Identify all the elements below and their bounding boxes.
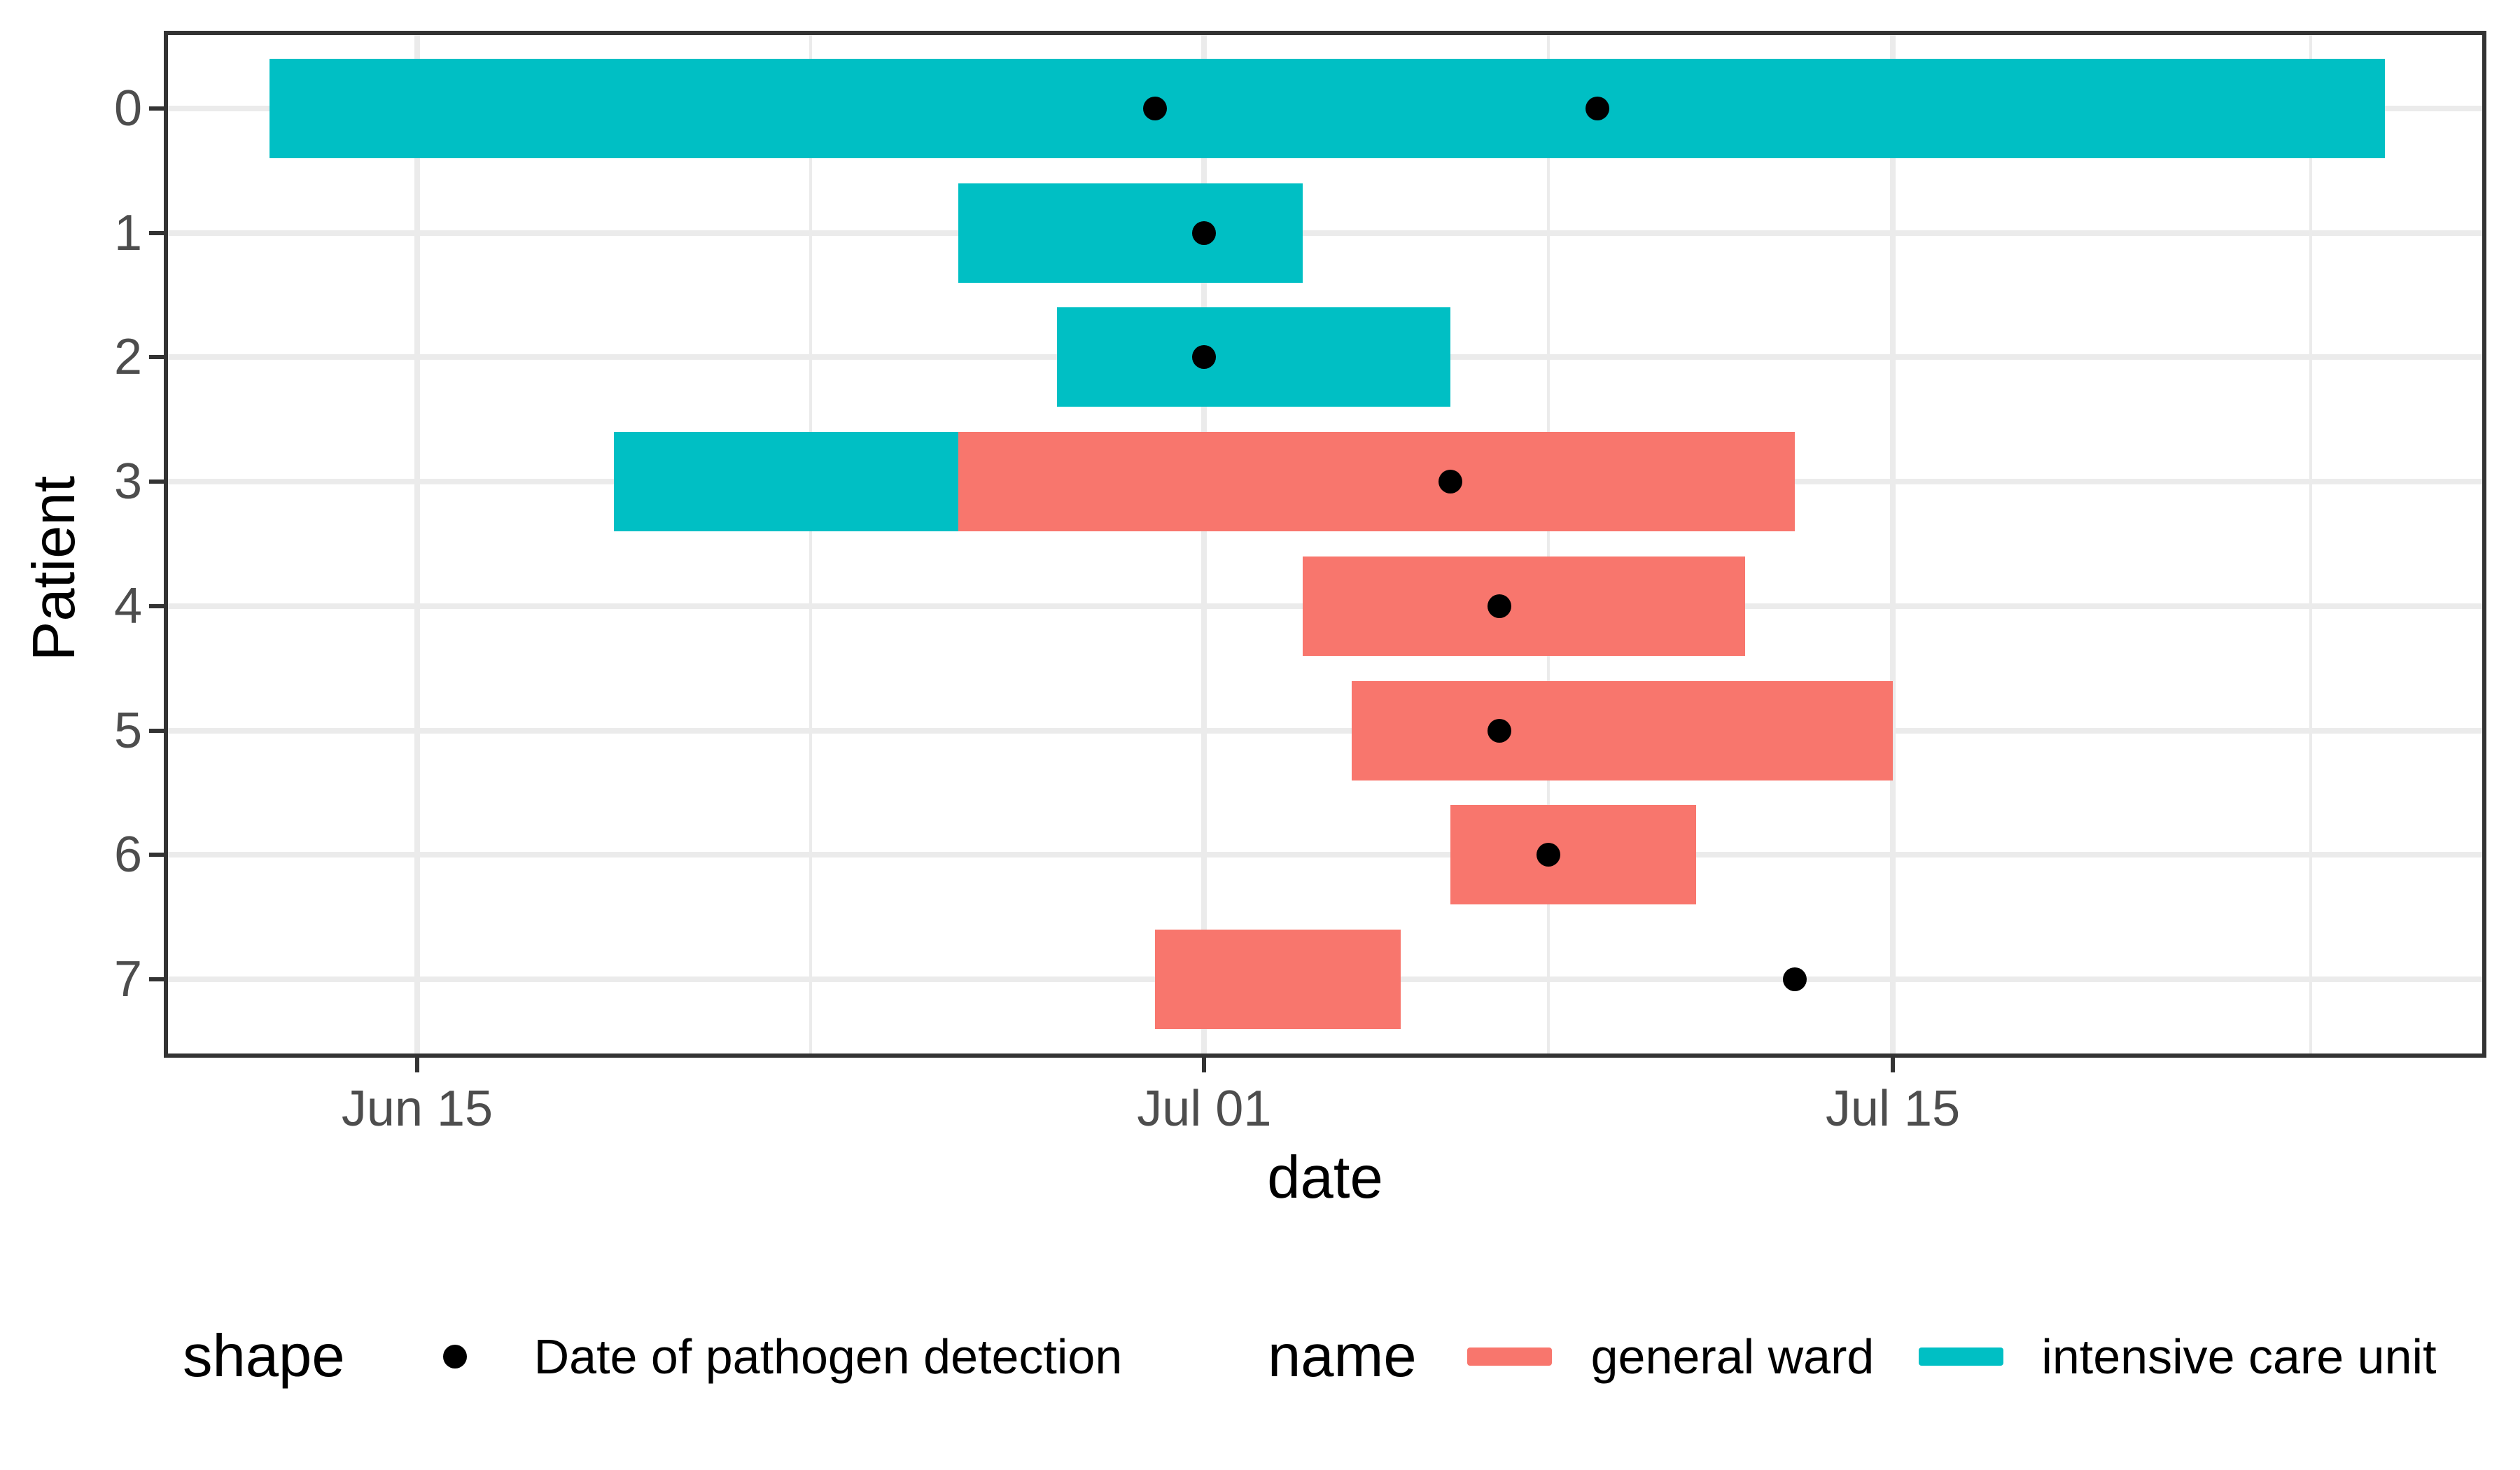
y-tick-label: 0 (113, 80, 142, 136)
y-gridline-5 (166, 727, 2484, 734)
bar-segment-patient-7-general-ward (1155, 929, 1401, 1029)
bar-segment-patient-3-intensive-care-unit (614, 432, 958, 532)
x-tick-mark (1202, 1056, 1207, 1072)
detection-point-legend-icon (442, 1345, 467, 1368)
bar-segment-patient-3-general-ward (958, 432, 1795, 532)
detection-point-patient-2 (1192, 345, 1217, 370)
legend-item-general-ward: general ward (1590, 1329, 1875, 1384)
x-tick-mark (1891, 1056, 1896, 1072)
y-tick-mark (149, 603, 166, 608)
bar-segment-patient-2-intensive-care-unit (1056, 307, 1450, 407)
legend-shape-item-label: Date of pathogen detection (533, 1329, 1123, 1384)
detection-point-patient-0 (1586, 97, 1610, 120)
detection-point-patient-6 (1536, 843, 1561, 867)
y-tick-mark (149, 479, 166, 484)
y-tick-mark (149, 106, 166, 111)
x-tick-label: Jul 01 (1137, 1081, 1272, 1137)
y-gridline-6 (166, 852, 2484, 858)
detection-point-patient-5 (1487, 718, 1511, 743)
y-tick-mark (149, 355, 166, 360)
x-gridline-major (1890, 33, 1896, 1056)
legend-name-title: name (1268, 1323, 1417, 1390)
bar-segment-patient-5-general-ward (1352, 680, 1893, 780)
x-gridline-minor (809, 33, 813, 1056)
detection-point-patient-3 (1438, 470, 1462, 494)
y-axis-title: Patient (21, 475, 88, 662)
y-tick-mark (149, 853, 166, 858)
intensive-care-unit-legend-key-icon (1919, 1348, 2004, 1366)
detection-point-patient-7 (1782, 967, 1807, 991)
bar-segment-patient-6-general-ward (1450, 805, 1696, 905)
panel-border (164, 31, 2486, 1058)
legend-shape: shape Date of pathogen detection (183, 1323, 1123, 1390)
x-gridline-minor (1547, 33, 1550, 1056)
bar-segment-patient-4-general-ward (1302, 556, 1746, 656)
y-tick-label: 6 (113, 827, 142, 883)
x-gridline-major (1201, 33, 1208, 1056)
x-tick-label: Jul 15 (1826, 1081, 1961, 1137)
y-tick-mark (149, 728, 166, 733)
y-gridline-1 (166, 230, 2484, 236)
y-tick-label: 7 (113, 951, 142, 1007)
x-axis-title: date (1267, 1144, 1383, 1211)
legend-shape-title: shape (183, 1323, 345, 1390)
detection-point-patient-1 (1192, 220, 1217, 245)
y-tick-label: 4 (113, 578, 142, 634)
y-tick-label: 3 (113, 454, 142, 510)
legend-item-intensive-care-unit: intensive care unit (2041, 1329, 2437, 1384)
detection-point-patient-0 (1143, 97, 1168, 120)
bar-segment-patient-1-intensive-care-unit (958, 183, 1303, 283)
x-tick-label: Jun 15 (341, 1081, 493, 1137)
y-tick-label: 2 (113, 329, 142, 386)
x-tick-mark (415, 1056, 419, 1072)
y-tick-mark (149, 976, 166, 981)
x-gridline-minor (2309, 33, 2313, 1056)
y-tick-mark (149, 230, 166, 235)
bar-segment-patient-0-intensive-care-unit (270, 59, 2385, 158)
y-tick-label: 1 (113, 204, 142, 261)
y-tick-label: 5 (113, 702, 142, 759)
legend-name: name general ward intensive care unit (1268, 1323, 2437, 1390)
detection-point-patient-4 (1487, 594, 1511, 618)
x-gridline-major (414, 33, 420, 1056)
general-ward-legend-key-icon (1466, 1348, 1552, 1366)
